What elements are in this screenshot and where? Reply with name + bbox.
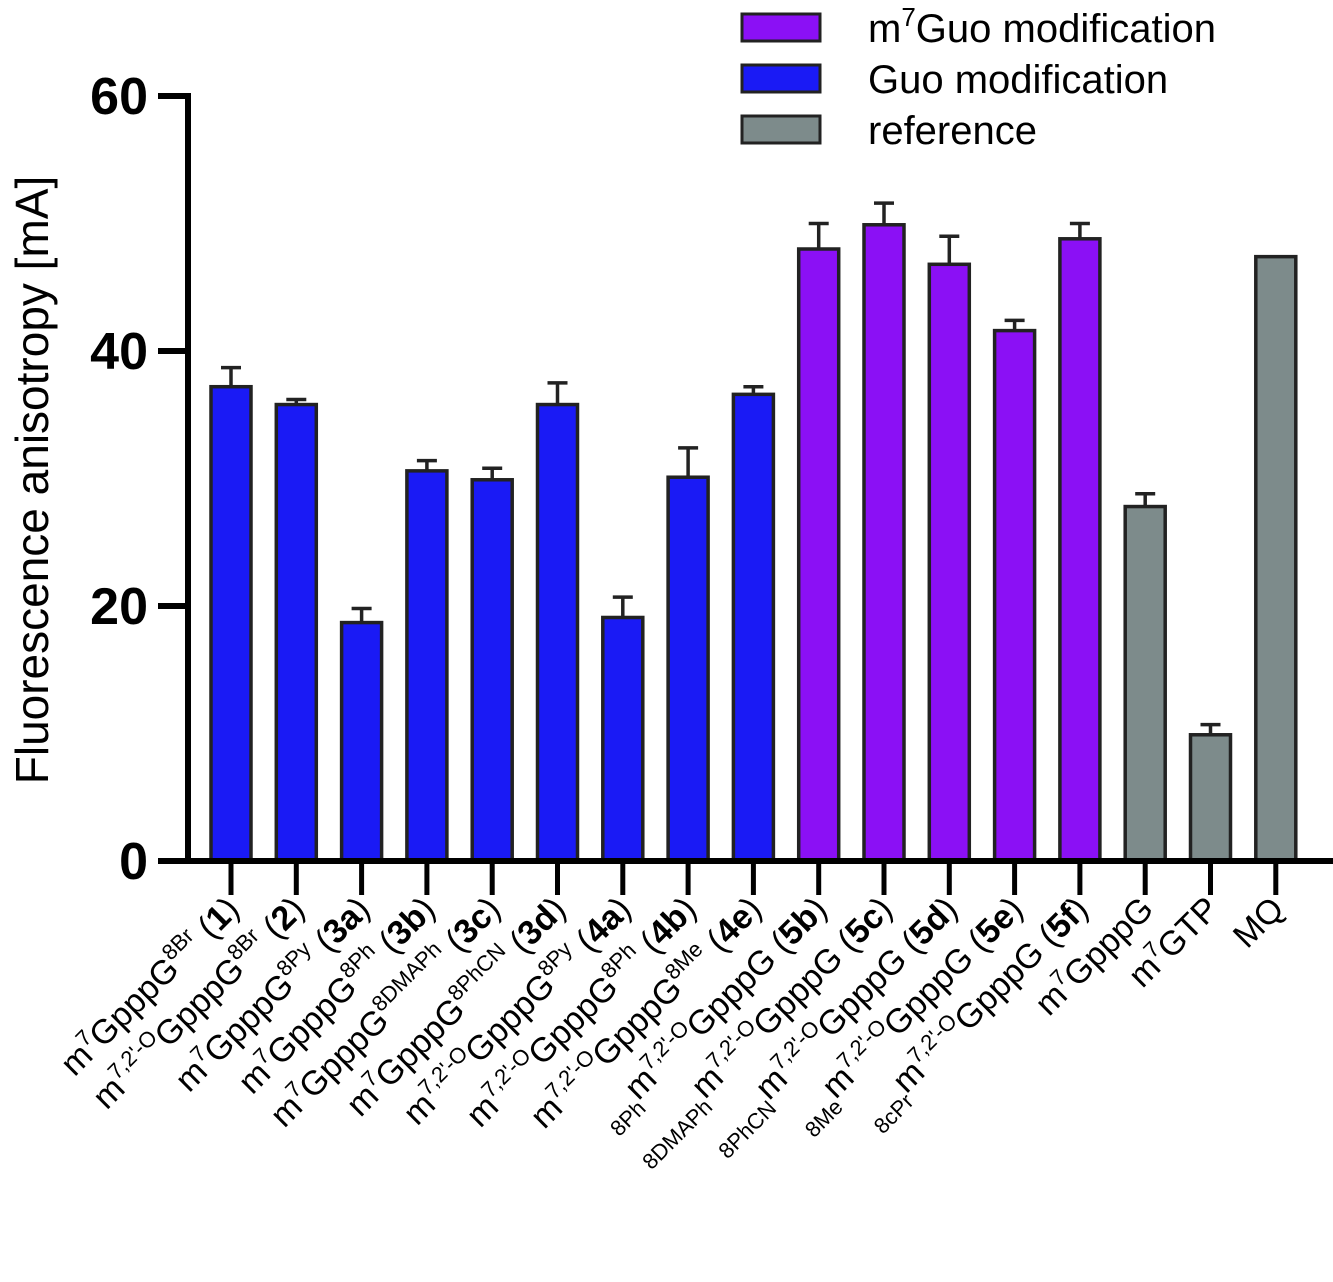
bar — [1123, 504, 1167, 863]
bar — [209, 384, 253, 863]
legend-swatch — [740, 12, 822, 43]
legend-label: reference — [868, 109, 1037, 153]
legend-label-part: 7 — [901, 2, 915, 32]
bar — [1058, 237, 1102, 863]
bar — [992, 328, 1037, 863]
bars — [209, 201, 1298, 863]
x-label-part: 8PhCN — [713, 1096, 781, 1164]
bar — [339, 620, 384, 863]
bar — [862, 223, 906, 863]
bar — [1188, 733, 1233, 863]
y-axis: 0 20 40 60 — [90, 68, 191, 891]
x-tick-label: MQ — [1226, 890, 1292, 956]
bar — [405, 469, 449, 863]
bar — [927, 262, 972, 863]
y-tick-label: 40 — [90, 323, 148, 381]
bar — [666, 475, 710, 863]
y-axis-title: Fluorescence anisotropy [mA] — [6, 176, 58, 785]
legend-label-part: Guo modification — [916, 7, 1216, 51]
bar — [1254, 254, 1298, 863]
legend-label-part: Guo modification — [868, 58, 1168, 102]
x-axis — [185, 858, 1333, 895]
x-label-part: MQ — [1226, 890, 1292, 956]
x-tick-labels: m7GpppG8Br (1)m7,2'-OGpppG8Br (2)m7GpppG… — [53, 890, 1292, 1174]
legend-label: Guo modification — [868, 58, 1168, 102]
legend-label: m7Guo modification — [868, 2, 1216, 51]
legend-swatch — [740, 63, 822, 94]
legend-label-part: reference — [868, 109, 1037, 153]
bar — [470, 478, 514, 863]
bar — [535, 402, 580, 863]
bar — [601, 615, 645, 863]
y-tick-label: 0 — [119, 833, 148, 891]
bar — [796, 247, 841, 863]
bar — [274, 402, 319, 863]
y-tick-label: 60 — [90, 68, 148, 126]
legend-swatch — [740, 114, 822, 145]
legend-label-part: m — [868, 7, 901, 51]
x-label-part: 8DMAPh — [637, 1094, 717, 1174]
bar — [731, 392, 776, 863]
y-tick-label: 20 — [90, 578, 148, 636]
